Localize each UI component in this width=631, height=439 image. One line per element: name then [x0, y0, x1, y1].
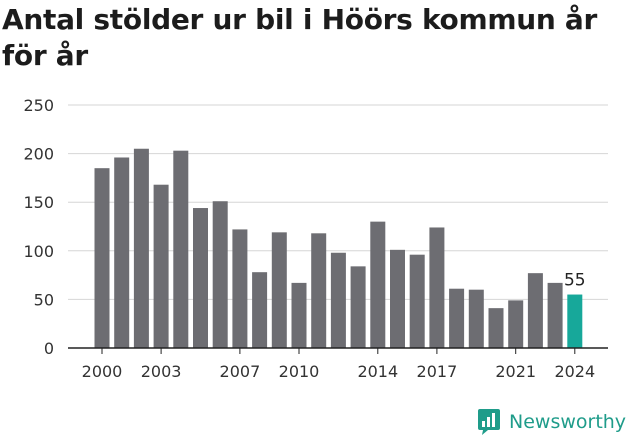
brand-logo: Newsworthy [476, 407, 626, 437]
y-tick-label: 50 [34, 290, 54, 309]
y-tick-label: 200 [23, 145, 54, 164]
bar-2024 [567, 294, 583, 348]
x-tick-label: 2007 [220, 362, 261, 381]
bar-2010 [291, 282, 307, 348]
bar-2017 [429, 227, 445, 348]
bar-2000 [94, 168, 110, 348]
bar-2005 [193, 208, 208, 348]
bar-2021 [508, 300, 524, 348]
bar-2019 [468, 289, 484, 348]
bar-2013 [350, 266, 366, 348]
y-tick-label: 250 [23, 96, 54, 115]
bars [94, 148, 583, 348]
data-label-2024: 55 [564, 271, 586, 291]
x-tick-label: 2010 [279, 362, 320, 381]
chart-title: Antal stölder ur bil i Höörs kommun år f… [2, 3, 598, 72]
bar-2003 [153, 184, 169, 348]
x-tick-label: 2014 [357, 362, 398, 381]
x-tick-label: 2021 [495, 362, 536, 381]
x-axis: 2000 2003 2007 2010 2014 2017 2021 2024 [68, 347, 608, 381]
data-labels: 55 [564, 271, 586, 291]
bar-2011 [311, 233, 327, 348]
bar-2001 [114, 157, 130, 348]
bar-2016 [409, 254, 425, 348]
brand-name: Newsworthy [509, 411, 627, 433]
bar-2020 [488, 308, 504, 348]
bar-2009 [271, 232, 287, 348]
y-tick-label: 0 [44, 339, 54, 358]
x-tick-label: 2003 [141, 362, 182, 381]
x-tick-label: 2017 [417, 362, 458, 381]
y-axis-tick-labels: 0 50 100 150 200 250 [23, 96, 54, 358]
x-tick-label: 2024 [554, 362, 595, 381]
bar-2023 [547, 282, 563, 348]
bar-2006 [212, 201, 228, 348]
bar-2007 [232, 229, 248, 348]
bar-2014 [370, 221, 386, 348]
y-tick-label: 150 [23, 193, 54, 212]
bar-2018 [449, 288, 465, 348]
bar-chart: 0 50 100 150 200 250 2000 2003 2007 2010 2014 2017… [23, 96, 608, 381]
bar-2004 [173, 150, 189, 348]
y-tick-label: 100 [23, 242, 54, 261]
x-tick-label: 2000 [82, 362, 123, 381]
newsworthy-logo-icon [478, 409, 500, 435]
bar-2012 [330, 252, 346, 348]
bar-2015 [390, 249, 405, 348]
bar-2002 [133, 148, 149, 348]
bar-2008 [252, 272, 268, 348]
bar-2022 [527, 273, 543, 348]
